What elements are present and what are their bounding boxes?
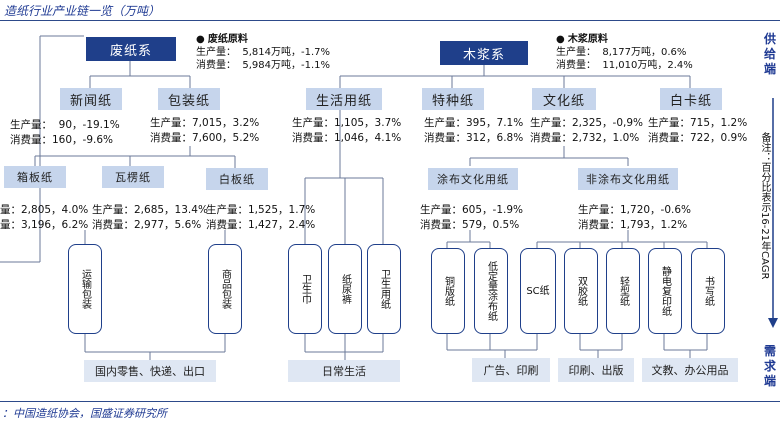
ivory-board-stats: 生产量：715，1.2% 消费量：722，0.9% <box>648 117 748 144</box>
page-title: 造纸行业产业链一览（万吨） <box>4 4 161 18</box>
specialty-stats: 生产量：395，7.1% 消费量：312，6.8% <box>424 117 524 144</box>
category-newsprint: 新闻纸 <box>60 88 122 110</box>
sub-uncoated-cultural: 非涂布文化用纸 <box>578 168 678 190</box>
waste-legend: ● 废纸原料 生产量： 5,814万吨，-1.7% 消费量： 5,984万吨，-… <box>196 34 330 71</box>
product-diaper: 纸尿裤 <box>328 244 362 334</box>
title-divider <box>0 20 780 21</box>
category-cultural: 文化纸 <box>532 88 596 110</box>
category-ivory-board: 白卡纸 <box>660 88 722 110</box>
supply-side-label: 供给端 <box>764 32 777 76</box>
product-copy-paper: 静电复印纸 <box>648 248 682 334</box>
cagr-note: 备注：百分比表示16-21年CAGR <box>759 132 770 280</box>
waste-paper-series-box: 废纸系 <box>86 37 176 61</box>
product-coated-art-paper: 铜版纸 <box>431 248 465 334</box>
product-light-paper: 轻型纸 <box>606 248 640 334</box>
packaging-stats: 生产量：7,015，3.2% 消费量：7,600，5.2% <box>150 117 260 144</box>
source-note: ：中国造纸协会，国盛证券研究所 <box>2 407 167 420</box>
source-divider <box>0 401 780 402</box>
sub-corrugated: 瓦楞纸 <box>102 166 164 188</box>
demand-printing-publishing: 印刷、出版 <box>558 358 634 382</box>
product-lwc-paper: 低定量涂布纸 <box>474 248 508 334</box>
demand-retail-express-export: 国内零售、快递、出口 <box>84 360 216 382</box>
demand-advertising-printing: 广告、印刷 <box>472 358 550 382</box>
product-sanitary-napkin: 卫生巾 <box>288 244 322 334</box>
waste-legend-cons: 消费量： 5,984万吨，-1.1% <box>196 60 330 71</box>
sub-containerboard: 箱板纸 <box>4 166 66 188</box>
cultural-stats: 生产量：2,325，-0,9% 消费量：2,732，1.0% <box>530 117 644 144</box>
pulp-legend: ● 木浆原料 生产量： 8,177万吨，0.6% 消费量： 11,010万吨，2… <box>556 34 693 71</box>
sub-whiteboard: 白板纸 <box>206 168 268 190</box>
waste-legend-title: 废纸原料 <box>207 34 248 45</box>
product-tissue: 卫生用纸 <box>367 244 401 334</box>
pulp-legend-cons: 消费量： 11,010万吨，2.4% <box>556 60 693 71</box>
household-stats: 生产量：1,105，3.7% 消费量：1,046，4.1% <box>292 117 402 144</box>
corrugated-stats: 生产量：2,685，13.4% 消费量：2,977，5.6% <box>92 204 208 231</box>
pulp-legend-title: 木浆原料 <box>567 34 608 45</box>
whiteboard-stats: 生产量：1,525，1.7% 消费量：1,427，2.4% <box>206 204 316 231</box>
product-transport-packaging: 运输包装 <box>68 244 102 334</box>
product-offset-paper: 双胶纸 <box>564 248 598 334</box>
product-writing-paper: 书写纸 <box>691 248 725 334</box>
newsprint-stats: 生产量： 90，-19.1% 消费量：160，-9.6% <box>10 119 120 146</box>
demand-education-office: 文教、办公用品 <box>642 358 738 382</box>
demand-side-label: 需求端 <box>764 344 777 388</box>
category-packaging: 包装纸 <box>158 88 220 110</box>
category-household: 生活用纸 <box>306 88 382 110</box>
coated-cultural-stats: 生产量：605，-1.9% 消费量：579，0.5% <box>420 204 524 231</box>
waste-legend-prod: 生产量： 5,814万吨，-1.7% <box>196 47 330 58</box>
uncoated-cultural-stats: 生产量：1,720，-0.6% 消费量：1,793，1.2% <box>578 204 692 231</box>
category-specialty: 特种纸 <box>422 88 484 110</box>
sub-coated-cultural: 涂布文化用纸 <box>428 168 518 190</box>
containerboard-stats: 量：2,805，4.0% 量：3,196，6.2% <box>0 204 89 231</box>
pulp-legend-prod: 生产量： 8,177万吨，0.6% <box>556 47 687 58</box>
demand-daily-life: 日常生活 <box>288 360 400 382</box>
wood-pulp-series-box: 木浆系 <box>440 41 528 65</box>
product-sc-paper: SC纸 <box>520 248 556 334</box>
product-commodity-packaging: 商品包装 <box>208 244 242 334</box>
